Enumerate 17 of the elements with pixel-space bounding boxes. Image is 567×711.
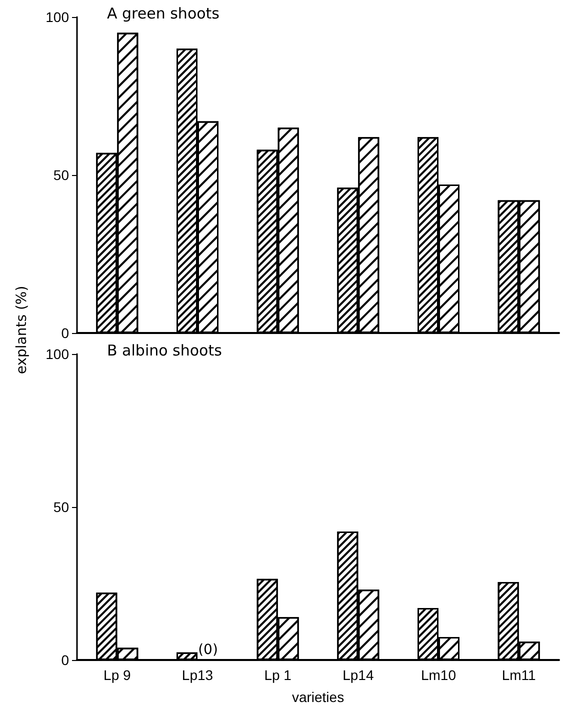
x-tick-label: Lp 1 — [264, 667, 292, 683]
x-tick-label: Lm11 — [502, 667, 536, 683]
x-axis-title: varieties — [292, 689, 344, 705]
chart-title: B albino shoots — [107, 342, 222, 360]
chart-title: A green shoots — [107, 4, 220, 22]
x-tick-label: Lp13 — [182, 667, 214, 683]
x-tick-label: Lp14 — [342, 667, 374, 683]
y-tick-label: 100 — [46, 9, 70, 25]
y-tick-label: 50 — [53, 499, 70, 515]
y-tick-label: 100 — [46, 346, 70, 362]
y-tick-label: 0 — [61, 325, 70, 341]
y-axis-title: explants (%) — [14, 286, 30, 374]
x-tick-label: Lm10 — [420, 667, 456, 683]
y-tick-label: 50 — [53, 167, 70, 183]
y-tick-label: 0 — [61, 652, 70, 668]
annotation: (0) — [198, 642, 218, 658]
x-tick-label: Lp 9 — [104, 667, 132, 683]
